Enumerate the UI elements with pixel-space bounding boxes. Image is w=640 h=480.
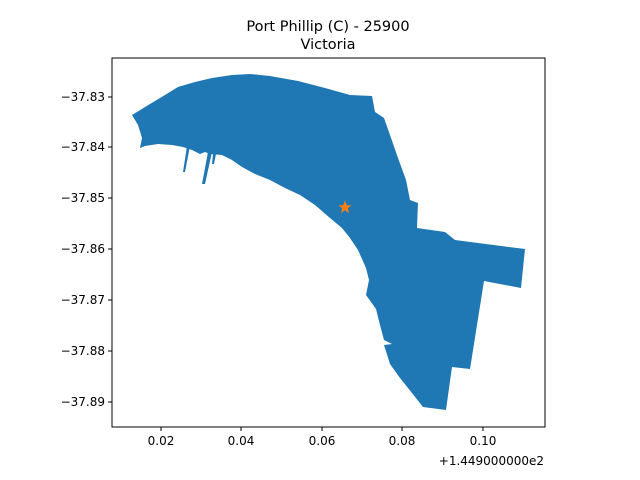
y-tick-label: −37.88 xyxy=(61,344,105,358)
y-tick-label: −37.85 xyxy=(61,191,105,205)
x-axis: 0.02 0.04 0.06 0.08 0.10 +1.449000000e2 xyxy=(148,427,544,468)
x-tick-label: 0.06 xyxy=(309,434,336,448)
y-tick-label: −37.89 xyxy=(61,395,105,409)
x-offset-label: +1.449000000e2 xyxy=(439,454,544,468)
x-tick-label: 0.02 xyxy=(148,434,175,448)
y-tick-label: −37.86 xyxy=(61,242,105,256)
x-tick-label: 0.04 xyxy=(228,434,255,448)
y-tick-label: −37.84 xyxy=(61,140,105,154)
y-tick-label: −37.83 xyxy=(61,90,105,104)
x-tick-label: 0.08 xyxy=(389,434,416,448)
figure-subtitle: Victoria xyxy=(300,37,355,53)
y-tick-label: −37.87 xyxy=(61,293,105,307)
x-tick-label: 0.10 xyxy=(470,434,497,448)
figure-title: Port Phillip (C) - 25900 xyxy=(246,19,409,35)
y-axis: −37.83 −37.84 −37.85 −37.86 −37.87 −37.8… xyxy=(61,90,112,409)
location-star-icon xyxy=(338,200,352,213)
region-port-phillip xyxy=(132,74,525,410)
